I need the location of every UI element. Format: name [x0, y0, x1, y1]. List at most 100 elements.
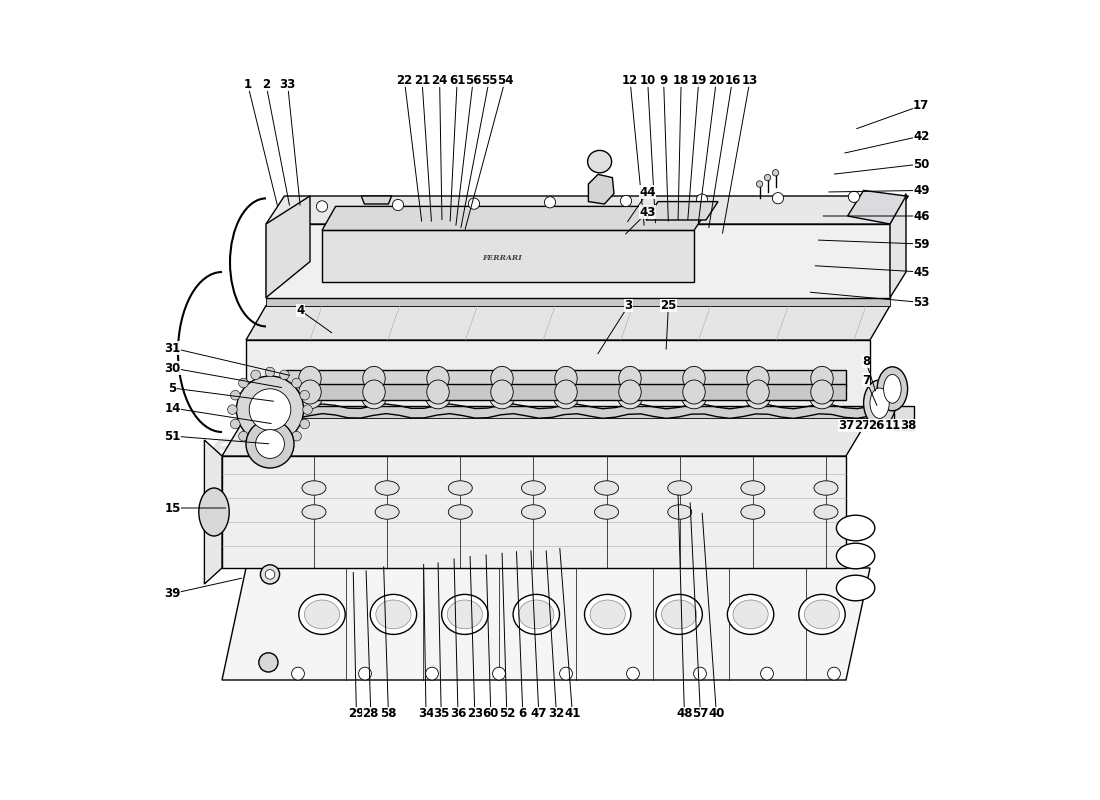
Ellipse shape [661, 600, 696, 629]
Circle shape [231, 419, 240, 429]
Text: 22: 22 [396, 74, 412, 86]
Text: 55: 55 [481, 74, 497, 86]
Ellipse shape [449, 505, 472, 519]
Circle shape [228, 405, 238, 414]
Circle shape [757, 181, 762, 187]
Text: 58: 58 [381, 707, 397, 720]
Text: 42: 42 [913, 130, 930, 142]
Ellipse shape [513, 594, 560, 634]
Text: 34: 34 [418, 707, 434, 720]
Text: eurospares: eurospares [531, 431, 760, 465]
Ellipse shape [668, 481, 692, 495]
Circle shape [544, 197, 556, 208]
Ellipse shape [521, 481, 546, 495]
Ellipse shape [375, 505, 399, 519]
Ellipse shape [375, 481, 399, 495]
Circle shape [620, 195, 631, 206]
Circle shape [239, 378, 249, 388]
Text: 8: 8 [862, 355, 870, 368]
Text: 53: 53 [913, 296, 930, 309]
Text: 44: 44 [639, 186, 656, 198]
Circle shape [261, 565, 279, 584]
Polygon shape [322, 206, 710, 230]
Text: 41: 41 [564, 707, 581, 720]
Text: 16: 16 [724, 74, 740, 86]
Ellipse shape [727, 594, 773, 634]
Circle shape [469, 198, 480, 210]
Text: 37: 37 [838, 419, 854, 432]
Polygon shape [246, 306, 890, 340]
Text: 6: 6 [519, 707, 527, 720]
Text: 46: 46 [913, 210, 930, 222]
Text: 10: 10 [639, 74, 656, 86]
Circle shape [251, 370, 261, 380]
Polygon shape [266, 196, 909, 224]
Text: 13: 13 [741, 74, 758, 86]
Text: 61: 61 [449, 74, 465, 86]
Circle shape [292, 667, 305, 680]
Text: 14: 14 [164, 402, 180, 414]
Ellipse shape [683, 366, 705, 390]
Text: 30: 30 [164, 362, 180, 374]
Text: 43: 43 [639, 206, 656, 218]
Ellipse shape [836, 515, 874, 541]
Ellipse shape [305, 600, 340, 629]
Circle shape [255, 430, 285, 458]
Text: 39: 39 [164, 587, 180, 600]
Ellipse shape [741, 481, 764, 495]
Ellipse shape [491, 380, 514, 404]
Text: 45: 45 [913, 266, 930, 278]
Polygon shape [246, 406, 870, 418]
Ellipse shape [554, 380, 578, 404]
Ellipse shape [619, 366, 641, 390]
Circle shape [764, 174, 771, 181]
Text: 17: 17 [913, 99, 930, 112]
Ellipse shape [299, 366, 321, 390]
Text: 5: 5 [168, 382, 176, 394]
Ellipse shape [590, 600, 625, 629]
Ellipse shape [554, 366, 578, 390]
Ellipse shape [733, 600, 768, 629]
Circle shape [745, 383, 771, 409]
Polygon shape [222, 456, 846, 568]
Ellipse shape [584, 594, 631, 634]
Text: 52: 52 [498, 707, 515, 720]
Ellipse shape [299, 594, 345, 634]
Polygon shape [646, 202, 718, 220]
Circle shape [359, 667, 372, 680]
Circle shape [681, 383, 707, 409]
Circle shape [848, 191, 859, 202]
Ellipse shape [668, 505, 692, 519]
Polygon shape [266, 196, 310, 298]
Text: 57: 57 [692, 707, 708, 720]
Text: 18: 18 [673, 74, 690, 86]
Text: 38: 38 [900, 419, 916, 432]
Ellipse shape [595, 481, 618, 495]
Text: 24: 24 [431, 74, 448, 86]
Text: 35: 35 [433, 707, 450, 720]
Polygon shape [890, 194, 906, 298]
Polygon shape [266, 298, 890, 306]
Polygon shape [588, 174, 614, 204]
Text: 33: 33 [279, 78, 296, 90]
Ellipse shape [870, 388, 889, 418]
Text: 1: 1 [243, 78, 252, 90]
Text: 12: 12 [621, 74, 638, 86]
Text: 4: 4 [296, 304, 305, 317]
Ellipse shape [747, 380, 769, 404]
Text: 51: 51 [164, 430, 180, 442]
Ellipse shape [656, 594, 702, 634]
Circle shape [627, 667, 639, 680]
Ellipse shape [619, 380, 641, 404]
Ellipse shape [442, 594, 488, 634]
Ellipse shape [864, 380, 895, 426]
Ellipse shape [363, 366, 385, 390]
Ellipse shape [747, 366, 769, 390]
Circle shape [250, 389, 290, 430]
Ellipse shape [449, 481, 472, 495]
Circle shape [827, 667, 840, 680]
Text: 27: 27 [854, 419, 870, 432]
Ellipse shape [595, 505, 618, 519]
Ellipse shape [521, 505, 546, 519]
Circle shape [694, 667, 706, 680]
